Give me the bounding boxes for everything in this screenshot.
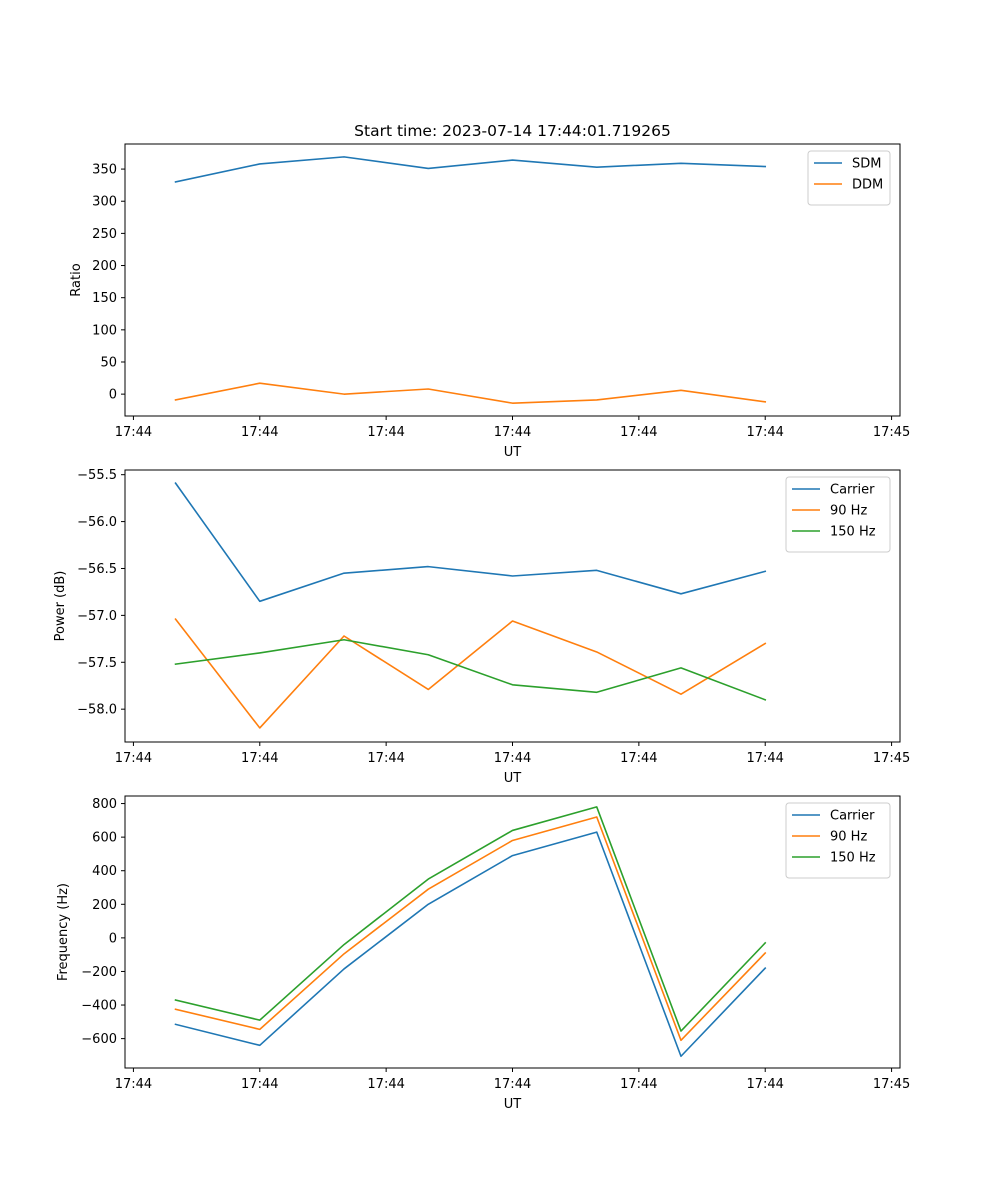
legend-label-90-hz: 90 Hz [830, 830, 867, 845]
x-tick-label: 17:45 [873, 751, 910, 766]
legend-label-90-hz: 90 Hz [830, 504, 867, 519]
subplot-power: 17:44 17:44 17:44 17:44 17:44 17:44 17:45 −58.0… [53, 468, 910, 786]
x-tick-label: 17:44 [241, 1077, 278, 1092]
y-tick-label: 300 [92, 195, 117, 210]
x-tick-label: 17:44 [620, 425, 657, 440]
y-tick-label: −56.0 [77, 515, 117, 530]
x-tick-label: 17:44 [494, 751, 531, 766]
y-tick-label: −600 [81, 1032, 117, 1047]
x-tick-label: 17:44 [746, 425, 783, 440]
y-tick-label: 200 [92, 259, 117, 274]
x-tick-label: 17:44 [115, 425, 152, 440]
subplot-ratio: 17:44 17:44 17:44 17:44 17:44 17:44 17:45 0 50 10… [69, 143, 910, 460]
y-tick-label: 200 [92, 898, 117, 913]
x-tick-label: 17:44 [367, 425, 404, 440]
y-axis-label: Power (dB) [53, 571, 68, 642]
y-tick-label: −57.5 [77, 656, 117, 671]
chart-title: Start time: 2023-07-14 17:44:01.719265 [354, 122, 671, 140]
y-tick-label: 350 [92, 163, 117, 178]
y-tick-label: −200 [81, 965, 117, 980]
y-tick-label: 800 [92, 797, 117, 812]
legend [785, 476, 891, 553]
x-axis-label: UT [504, 771, 522, 786]
x-tick-label: 17:44 [494, 425, 531, 440]
x-tick-label: 17:44 [115, 751, 152, 766]
series-line-150-hz [174, 638, 767, 701]
y-tick-label: 150 [92, 291, 117, 306]
y-tick-label: −400 [81, 999, 117, 1014]
legend [807, 150, 891, 206]
series-line-90-hz [174, 618, 767, 729]
y-tick-label: −58.0 [77, 703, 117, 718]
legend-label-carrier: Carrier [830, 809, 875, 824]
legend-label-150-hz: 150 Hz [830, 525, 876, 540]
x-tick-label: 17:45 [873, 1077, 910, 1092]
series-line-90-hz [174, 816, 767, 1042]
y-tick-label: 100 [92, 323, 117, 338]
y-tick-label: 0 [109, 931, 117, 946]
x-tick-label: 17:44 [367, 1077, 404, 1092]
legend-label-sdm: SDM [852, 157, 881, 172]
y-tick-label: 250 [92, 227, 117, 242]
series-line-150-hz [174, 806, 767, 1032]
series-line-carrier [174, 482, 767, 603]
x-tick-label: 17:44 [367, 751, 404, 766]
y-axis-label: Frequency (Hz) [56, 883, 71, 981]
series-line-ddm [174, 382, 767, 404]
x-tick-label: 17:44 [620, 751, 657, 766]
x-tick-label: 17:45 [873, 425, 910, 440]
legend-label-carrier: Carrier [830, 483, 875, 498]
x-tick-label: 17:44 [241, 751, 278, 766]
x-tick-label: 17:44 [494, 1077, 531, 1092]
y-tick-label: 600 [92, 831, 117, 846]
series-line-sdm [174, 156, 767, 183]
x-tick-label: 17:44 [620, 1077, 657, 1092]
y-tick-label: 400 [92, 864, 117, 879]
subplot-frequency: 17:44 17:44 17:44 17:44 17:44 17:44 17:45 −600 −… [56, 795, 910, 1112]
x-tick-label: 17:44 [115, 1077, 152, 1092]
legend-label-ddm: DDM [852, 178, 883, 193]
x-tick-label: 17:44 [746, 1077, 783, 1092]
x-axis-label: UT [504, 445, 522, 460]
y-tick-label: −57.0 [77, 609, 117, 624]
series-line-carrier [174, 831, 767, 1058]
y-tick-label: 0 [109, 388, 117, 403]
x-tick-label: 17:44 [241, 425, 278, 440]
y-tick-label: −55.5 [77, 468, 117, 483]
x-tick-label: 17:44 [746, 751, 783, 766]
y-axis-label: Ratio [69, 263, 84, 296]
y-tick-label: 50 [100, 355, 117, 370]
legend [785, 802, 891, 879]
legend-label-150-hz: 150 Hz [830, 851, 876, 866]
x-axis-label: UT [504, 1097, 522, 1112]
y-tick-label: −56.5 [77, 562, 117, 577]
